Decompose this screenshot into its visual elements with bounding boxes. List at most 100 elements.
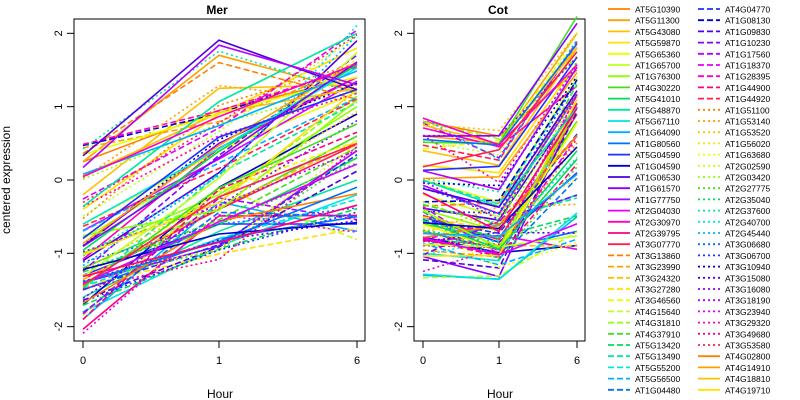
series-line [82, 96, 358, 232]
series-line [422, 16, 578, 145]
legend-label: AT1G28395 [725, 72, 770, 82]
mer-title: Mer [206, 3, 228, 17]
mer-panel: Mer Hour centered expression 0 1 6 -2 -1 0 1 2 [0, 3, 366, 400]
series-line [82, 99, 358, 237]
legend-label: AT5G04590 [635, 150, 680, 160]
legend: AT5G10390AT5G11300AT5G43080AT5G59870AT5G… [608, 5, 770, 395]
legend-label: AT4G02800 [725, 352, 770, 362]
series-line [422, 51, 578, 168]
legend-label: AT1G61570 [635, 184, 680, 194]
legend-label: AT1G17560 [725, 49, 770, 59]
series-line [82, 87, 358, 177]
series-line [82, 142, 358, 286]
legend-label: AT1G77750 [635, 195, 680, 205]
legend-label: AT1G65700 [635, 61, 680, 71]
legend-label: AT1G53520 [725, 128, 770, 138]
series-line [82, 198, 358, 288]
series-line [82, 88, 358, 239]
series-line [82, 34, 358, 204]
legend-label: AT3G15080 [725, 273, 770, 283]
legend-label: AT3G23940 [725, 307, 770, 317]
series-line [422, 62, 578, 174]
series-line [82, 221, 358, 271]
y-tick-label: 0 [53, 177, 65, 183]
series-line [422, 33, 578, 156]
x-tick-label: 0 [420, 355, 426, 367]
series-line [422, 90, 578, 209]
legend-label: AT1G04590 [635, 161, 680, 171]
legend-label: AT1G53140 [725, 117, 770, 127]
x-tick-label: 0 [80, 355, 86, 367]
cot-x-label: Hour [487, 387, 513, 400]
series-line [82, 213, 358, 334]
legend-label: AT1G09830 [725, 27, 770, 37]
legend-label: AT5G48870 [635, 105, 680, 115]
legend-label: AT2G27775 [725, 184, 770, 194]
legend-label: AT2G39795 [635, 229, 680, 239]
series-line [422, 222, 578, 256]
x-tick-label: 6 [354, 355, 360, 367]
y-tick-label: 1 [53, 104, 65, 110]
legend-label: AT3G06700 [725, 251, 770, 261]
legend-label: AT4G18810 [725, 374, 770, 384]
legend-label: AT5G11300 [635, 16, 680, 26]
legend-label: AT2G35040 [725, 195, 770, 205]
legend-label: AT1G76300 [635, 72, 680, 82]
cot-lines [422, 16, 578, 281]
series-line [82, 204, 358, 278]
legend-label: AT5G10390 [635, 5, 680, 15]
mer-y-axis: -2 -1 0 1 2 [53, 30, 75, 332]
legend-label: AT4G14910 [725, 363, 770, 373]
legend-label: AT1G44900 [725, 83, 770, 93]
x-tick-label: 6 [574, 355, 580, 367]
y-tick-label: 2 [53, 30, 65, 36]
series-line [82, 146, 358, 290]
series-line [82, 156, 358, 282]
legend-label: AT4G30220 [635, 83, 680, 93]
series-line [422, 158, 578, 251]
series-line [422, 107, 578, 233]
series-line [422, 157, 578, 257]
legend-label: AT5G65360 [635, 49, 680, 59]
series-line [82, 170, 358, 302]
cot-panel: Cot Hour 0 1 6 -2 -1 0 1 2 [393, 3, 586, 400]
series-line [82, 50, 358, 150]
series-line [422, 107, 578, 249]
series-line [422, 75, 578, 187]
series-line [422, 41, 578, 150]
series-line [422, 146, 578, 230]
legend-label: AT1G06530 [635, 173, 680, 183]
legend-label: AT4G04770 [725, 5, 770, 15]
mer-x-axis: 0 1 6 [80, 340, 360, 367]
legend-label: AT1G56020 [725, 139, 770, 149]
mer-x-label: Hour [207, 387, 233, 400]
series-line [82, 32, 358, 208]
mer-lines [82, 24, 358, 334]
y-tick-label: -2 [53, 322, 65, 332]
cot-title: Cot [488, 3, 508, 17]
legend-label: AT5G55200 [635, 363, 680, 373]
series-line [422, 234, 578, 251]
legend-label: AT3G53580 [725, 341, 770, 351]
legend-label: AT3G10940 [725, 262, 770, 272]
legend-label: AT4G19710 [725, 385, 770, 395]
series-line [422, 66, 578, 191]
x-tick-label: 1 [216, 355, 222, 367]
series-line [422, 79, 578, 203]
legend-label: AT2G40700 [725, 217, 770, 227]
legend-label: AT1G44920 [725, 94, 770, 104]
legend-label: AT3G07770 [635, 240, 680, 250]
legend-label: AT2G30970 [635, 217, 680, 227]
series-line [82, 163, 358, 285]
series-line [82, 186, 358, 283]
series-line [82, 62, 358, 178]
series-line [422, 90, 578, 221]
series-line [82, 211, 358, 303]
legend-label: AT5G41010 [635, 94, 680, 104]
legend-label: AT2G45440 [725, 229, 770, 239]
series-line [82, 85, 358, 181]
series-line [422, 231, 578, 243]
series-line [82, 98, 358, 228]
series-line [422, 94, 578, 246]
